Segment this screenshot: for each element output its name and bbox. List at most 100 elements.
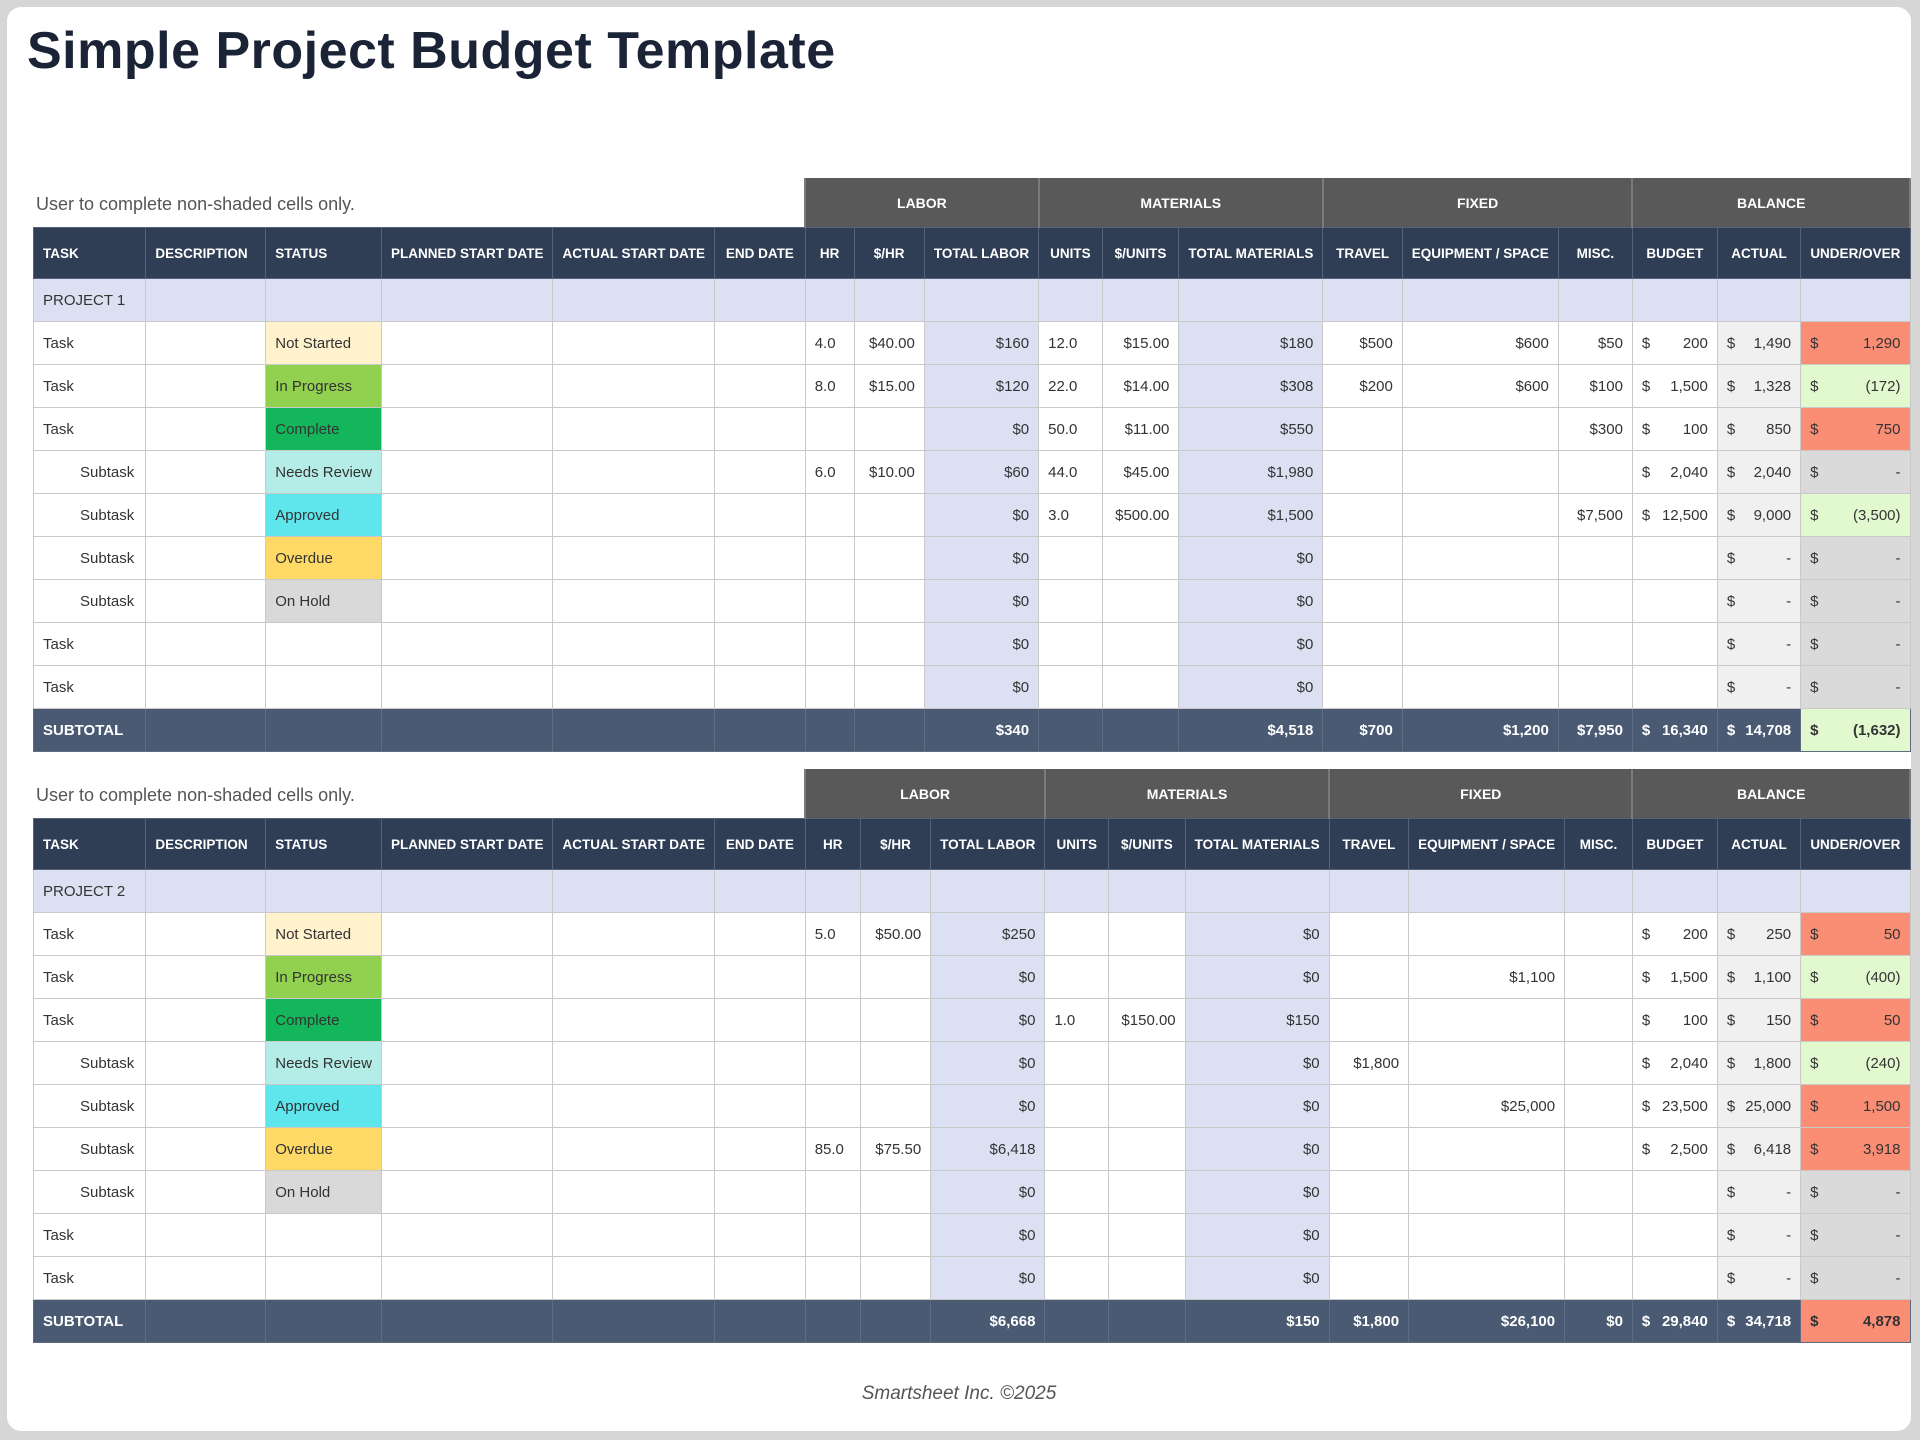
units-cell[interactable]	[1038, 536, 1103, 580]
task-name-cell[interactable]: Task	[32, 1213, 147, 1257]
equipment-cell[interactable]	[1408, 998, 1566, 1042]
status-cell[interactable]: Overdue	[265, 536, 382, 580]
units-cell[interactable]	[1044, 1256, 1110, 1300]
rate-cell[interactable]	[859, 1084, 932, 1128]
equipment-cell[interactable]	[1401, 493, 1559, 537]
hr-cell[interactable]	[804, 536, 855, 580]
task-name-cell[interactable]: Subtask	[32, 493, 147, 537]
rate-cell[interactable]	[859, 955, 932, 999]
description-cell[interactable]	[145, 1213, 267, 1257]
actual-start-cell[interactable]	[552, 1213, 715, 1257]
unit-rate-cell[interactable]	[1101, 665, 1180, 709]
rate-cell[interactable]: $10.00	[853, 450, 925, 494]
budget-cell[interactable]: $200	[1631, 321, 1718, 365]
budget-cell[interactable]: $2,040	[1631, 450, 1718, 494]
equipment-cell[interactable]: $600	[1401, 364, 1559, 408]
hr-cell[interactable]	[804, 493, 855, 537]
description-cell[interactable]	[145, 407, 267, 451]
rate-cell[interactable]	[859, 1213, 932, 1257]
planned-cell[interactable]	[380, 450, 554, 494]
travel-cell[interactable]: $200	[1322, 364, 1403, 408]
units-cell[interactable]	[1038, 579, 1103, 623]
description-cell[interactable]	[145, 998, 267, 1042]
rate-cell[interactable]	[853, 665, 925, 709]
units-cell[interactable]	[1044, 1213, 1110, 1257]
travel-cell[interactable]	[1322, 493, 1403, 537]
task-name-cell[interactable]: Task	[32, 622, 147, 666]
unit-rate-cell[interactable]: $45.00	[1101, 450, 1180, 494]
units-cell[interactable]	[1044, 1170, 1110, 1214]
task-name-cell[interactable]: Task	[32, 1256, 147, 1300]
actual-start-cell[interactable]	[552, 579, 715, 623]
rate-cell[interactable]	[853, 536, 925, 580]
status-cell[interactable]: On Hold	[265, 1170, 382, 1214]
status-cell[interactable]: Not Started	[265, 321, 382, 365]
unit-rate-cell[interactable]	[1108, 1127, 1186, 1171]
hr-cell[interactable]	[804, 579, 855, 623]
units-cell[interactable]	[1044, 912, 1110, 956]
planned-cell[interactable]	[380, 955, 554, 999]
misc-cell[interactable]	[1557, 536, 1633, 580]
status-cell[interactable]	[265, 622, 382, 666]
travel-cell[interactable]	[1322, 536, 1403, 580]
travel-cell[interactable]	[1322, 622, 1403, 666]
end-cell[interactable]	[713, 665, 806, 709]
equipment-cell[interactable]	[1401, 665, 1559, 709]
hr-cell[interactable]: 4.0	[804, 321, 855, 365]
planned-cell[interactable]	[380, 998, 554, 1042]
status-cell[interactable]: Overdue	[265, 1127, 382, 1171]
equipment-cell[interactable]	[1408, 1041, 1566, 1085]
task-name-cell[interactable]: Task	[32, 998, 147, 1042]
actual-start-cell[interactable]	[552, 407, 715, 451]
status-cell[interactable]: Needs Review	[265, 1041, 382, 1085]
planned-cell[interactable]	[380, 536, 554, 580]
description-cell[interactable]	[145, 364, 267, 408]
end-cell[interactable]	[713, 450, 806, 494]
planned-cell[interactable]	[380, 622, 554, 666]
equipment-cell[interactable]	[1401, 450, 1559, 494]
rate-cell[interactable]: $40.00	[853, 321, 925, 365]
equipment-cell[interactable]	[1408, 1170, 1566, 1214]
unit-rate-cell[interactable]	[1101, 622, 1180, 666]
end-cell[interactable]	[713, 364, 806, 408]
planned-cell[interactable]	[380, 321, 554, 365]
unit-rate-cell[interactable]	[1101, 536, 1180, 580]
end-cell[interactable]	[713, 1213, 806, 1257]
end-cell[interactable]	[713, 1170, 806, 1214]
unit-rate-cell[interactable]	[1108, 1256, 1186, 1300]
equipment-cell[interactable]	[1408, 1213, 1566, 1257]
rate-cell[interactable]: $15.00	[853, 364, 925, 408]
travel-cell[interactable]	[1328, 1170, 1410, 1214]
end-cell[interactable]	[713, 1127, 806, 1171]
travel-cell[interactable]	[1328, 998, 1410, 1042]
planned-cell[interactable]	[380, 407, 554, 451]
equipment-cell[interactable]	[1408, 912, 1566, 956]
rate-cell[interactable]: $50.00	[859, 912, 932, 956]
description-cell[interactable]	[145, 493, 267, 537]
equipment-cell[interactable]	[1401, 579, 1559, 623]
travel-cell[interactable]	[1322, 665, 1403, 709]
end-cell[interactable]	[713, 407, 806, 451]
description-cell[interactable]	[145, 665, 267, 709]
actual-start-cell[interactable]	[552, 912, 715, 956]
task-name-cell[interactable]: Subtask	[32, 1084, 147, 1128]
units-cell[interactable]	[1038, 622, 1103, 666]
description-cell[interactable]	[145, 912, 267, 956]
misc-cell[interactable]	[1564, 912, 1633, 956]
description-cell[interactable]	[145, 1084, 267, 1128]
status-cell[interactable]: In Progress	[265, 364, 382, 408]
status-cell[interactable]: Complete	[265, 407, 382, 451]
travel-cell[interactable]	[1328, 912, 1410, 956]
actual-start-cell[interactable]	[552, 1127, 715, 1171]
rate-cell[interactable]	[853, 407, 925, 451]
budget-cell[interactable]	[1631, 1213, 1718, 1257]
task-name-cell[interactable]: Task	[32, 407, 147, 451]
unit-rate-cell[interactable]	[1108, 1084, 1186, 1128]
unit-rate-cell[interactable]: $11.00	[1101, 407, 1180, 451]
budget-cell[interactable]: $12,500	[1631, 493, 1718, 537]
task-name-cell[interactable]: Task	[32, 912, 147, 956]
description-cell[interactable]	[145, 955, 267, 999]
hr-cell[interactable]: 6.0	[804, 450, 855, 494]
status-cell[interactable]: Approved	[265, 1084, 382, 1128]
misc-cell[interactable]	[1564, 1213, 1633, 1257]
